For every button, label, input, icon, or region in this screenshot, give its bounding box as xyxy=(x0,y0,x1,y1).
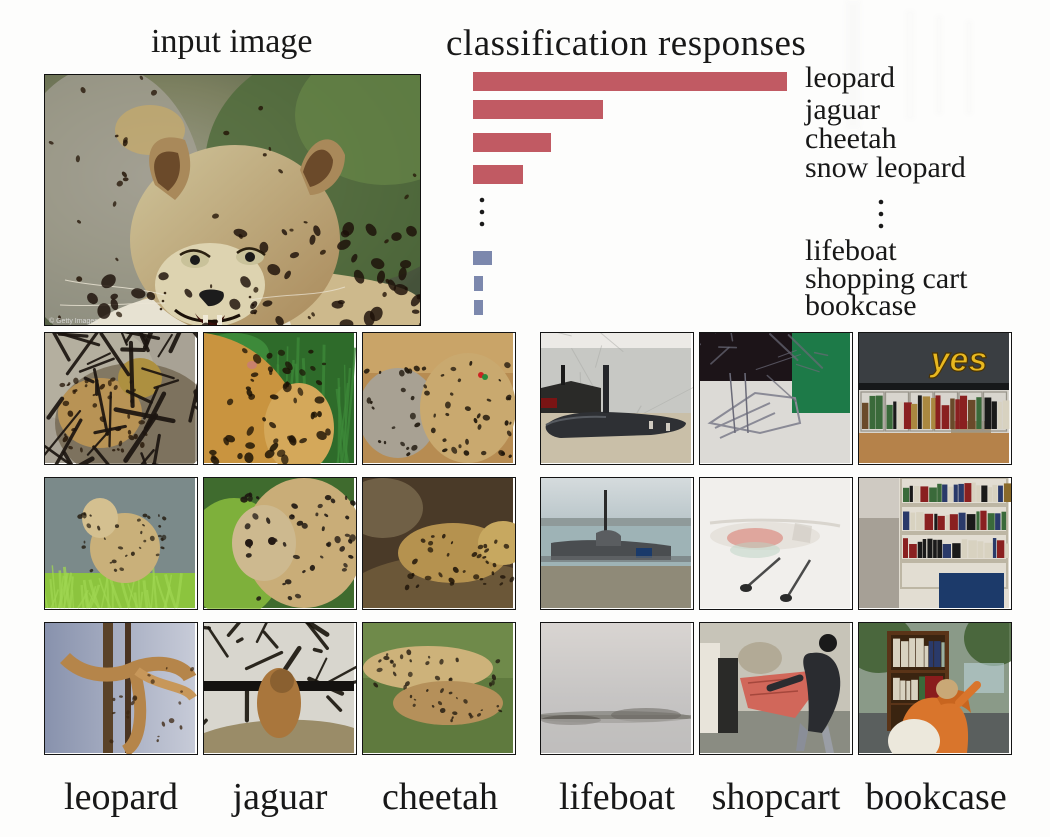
svg-text:yes: yes xyxy=(929,341,988,379)
